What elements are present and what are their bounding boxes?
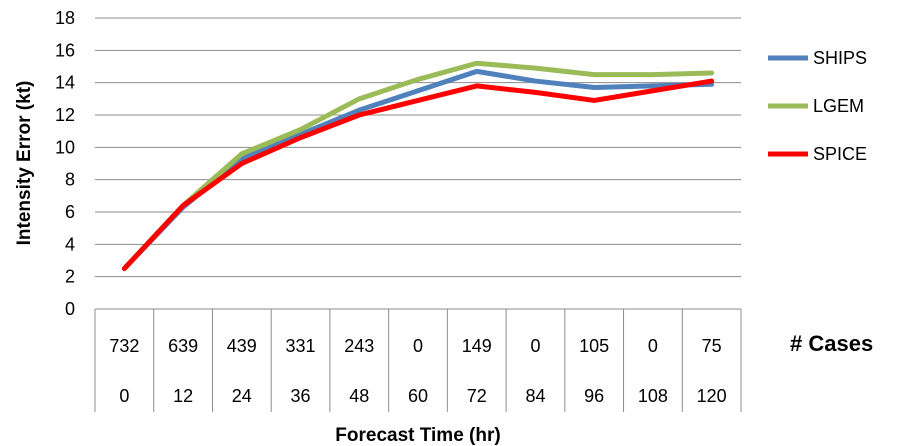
y-tick-label: 16 bbox=[55, 40, 75, 60]
cases-value: 149 bbox=[462, 336, 492, 356]
y-tick-label: 14 bbox=[55, 73, 75, 93]
x-tick-label: 0 bbox=[119, 386, 129, 406]
y-tick-label: 4 bbox=[65, 234, 75, 254]
cases-value: 639 bbox=[168, 336, 198, 356]
x-tick-label: 60 bbox=[408, 386, 428, 406]
series-lines bbox=[121, 60, 715, 272]
cases-value: 0 bbox=[648, 336, 658, 356]
y-tick-label: 12 bbox=[55, 105, 75, 125]
cases-value: 0 bbox=[530, 336, 540, 356]
x-tick-label: 72 bbox=[467, 386, 487, 406]
y-axis-title: Intensity Error (kt) bbox=[14, 81, 35, 246]
legend-label-lgem: LGEM bbox=[813, 96, 864, 116]
legend-label-ships: SHIPS bbox=[813, 48, 867, 68]
x-tick-label: 24 bbox=[232, 386, 252, 406]
x-tick-label: 36 bbox=[291, 386, 311, 406]
legend: SHIPS LGEM SPICE bbox=[768, 48, 867, 164]
y-tick-label: 10 bbox=[55, 137, 75, 157]
y-tick-label: 0 bbox=[65, 299, 75, 319]
cases-value: 105 bbox=[579, 336, 609, 356]
x-tick-label: 84 bbox=[525, 386, 545, 406]
cases-value: 243 bbox=[344, 336, 374, 356]
y-tick-label: 6 bbox=[65, 202, 75, 222]
x-tick-label: 12 bbox=[173, 386, 193, 406]
cases-title: # Cases bbox=[790, 331, 873, 356]
x-tick-label: 120 bbox=[697, 386, 727, 406]
y-tick-label: 2 bbox=[65, 267, 75, 287]
cases-value: 75 bbox=[702, 336, 722, 356]
series-line-lgem bbox=[121, 60, 715, 272]
gridlines bbox=[95, 17, 741, 310]
cases-value: 331 bbox=[286, 336, 316, 356]
x-tick-label: 96 bbox=[584, 386, 604, 406]
x-tick-label: 108 bbox=[638, 386, 668, 406]
cases-value: 0 bbox=[413, 336, 423, 356]
y-tick-label: 8 bbox=[65, 170, 75, 190]
legend-label-spice: SPICE bbox=[813, 144, 867, 164]
x-tick-label: 48 bbox=[349, 386, 369, 406]
x-axis-table: 732 639 439 331 243 0 149 0 105 0 75 0 12 24 36 48 60 72 8… bbox=[94, 309, 742, 412]
series-line-spice bbox=[121, 78, 715, 272]
y-axis-ticks: 0 2 4 6 8 10 12 14 16 18 bbox=[55, 8, 75, 319]
y-tick-label: 18 bbox=[55, 8, 75, 28]
x-axis-title: Forecast Time (hr) bbox=[335, 425, 500, 446]
cases-value: 439 bbox=[227, 336, 257, 356]
cases-value: 732 bbox=[109, 336, 139, 356]
